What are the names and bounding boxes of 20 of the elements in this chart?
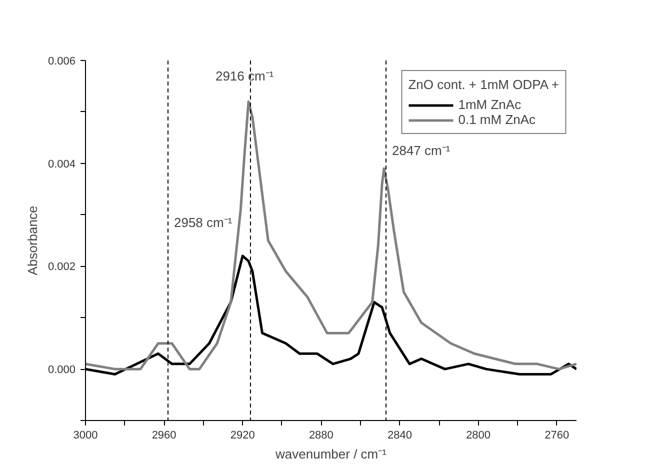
x-tick-label: 2840	[388, 430, 412, 442]
legend-label: 0.1 mM ZnAc	[458, 112, 536, 127]
y-tick-label: 0.002	[48, 261, 76, 274]
x-tick-label: 2760	[544, 430, 570, 442]
x-tick-label: 2800	[466, 430, 491, 442]
y-tick-label: 0.006	[48, 56, 76, 68]
y-tick-label: 0.000	[48, 364, 76, 376]
ref-line-label: 2916 cm⁻¹	[215, 68, 274, 84]
ref-line-label: 2958 cm⁻¹	[174, 215, 233, 230]
x-tick-label: 3000	[73, 430, 98, 442]
ref-line-label: 2847 cm⁻¹	[392, 143, 451, 158]
x-tick-label: 2920	[230, 430, 255, 442]
legend-label: 1mM ZnAc	[458, 97, 522, 112]
y-axis-title: Absorbance	[24, 206, 40, 276]
x-axis-title: wavenumber / cm⁻¹	[274, 446, 388, 462]
x-tick-label: 2960	[152, 430, 176, 442]
y-tick-label: 0.004	[48, 158, 76, 170]
legend-title: ZnO cont. + 1mM ODPA +	[408, 77, 559, 92]
x-tick-label: 2880	[308, 430, 334, 442]
line-series	[86, 100, 576, 370]
